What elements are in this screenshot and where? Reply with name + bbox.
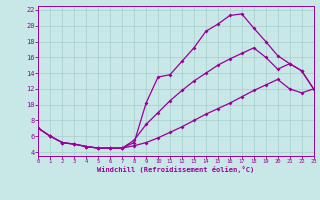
X-axis label: Windchill (Refroidissement éolien,°C): Windchill (Refroidissement éolien,°C) [97, 166, 255, 173]
